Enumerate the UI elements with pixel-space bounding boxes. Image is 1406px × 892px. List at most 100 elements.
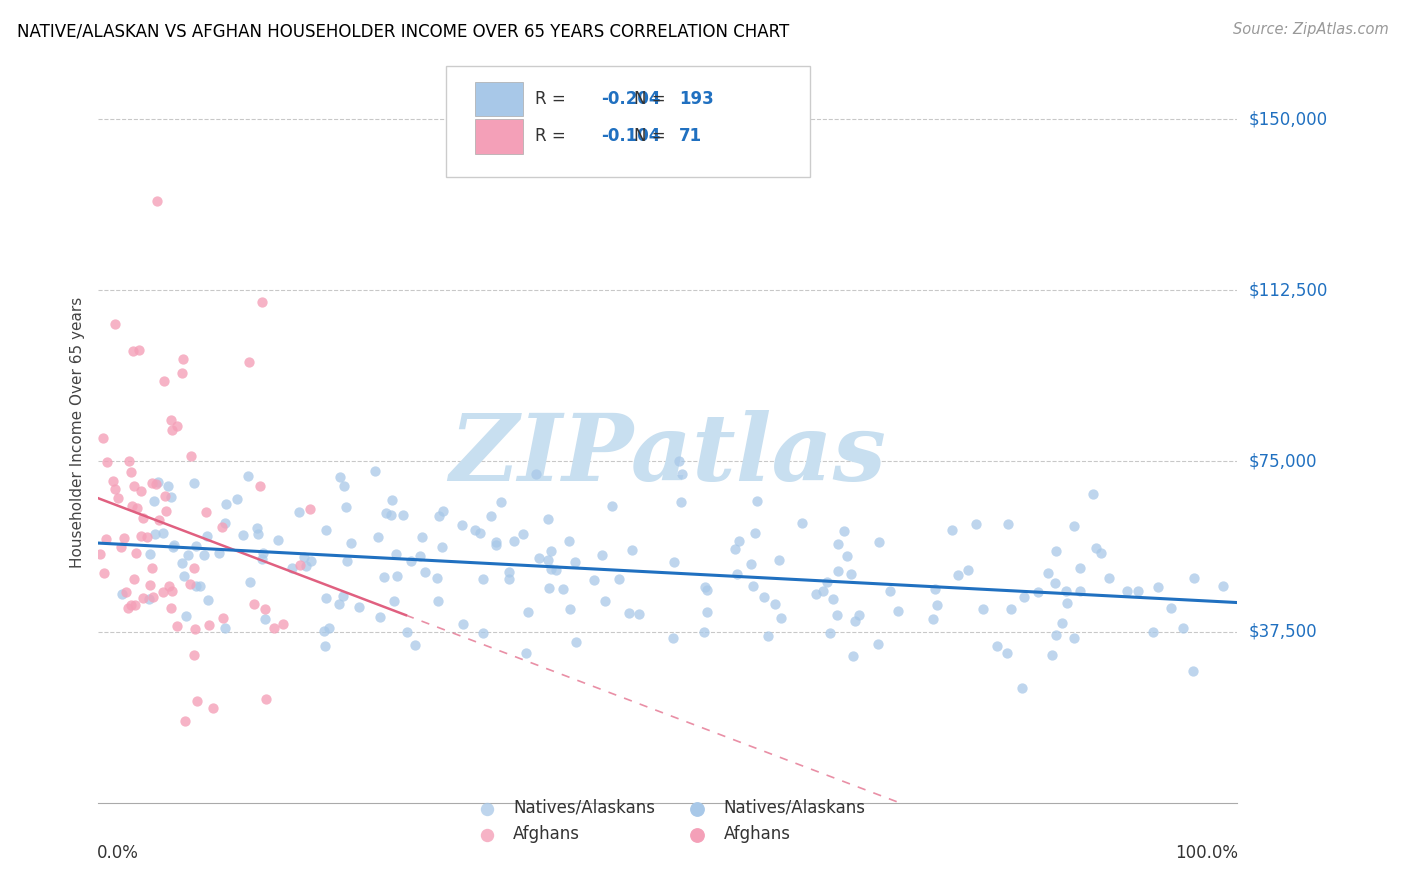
Natives/Alaskans: [1063, 631, 1085, 645]
Natives/Alaskans: [1014, 590, 1036, 604]
Afghans: [249, 479, 271, 493]
Afghans: [170, 366, 193, 380]
Natives/Alaskans: [498, 573, 520, 587]
Natives/Alaskans: [693, 625, 716, 640]
Natives/Alaskans: [627, 607, 650, 621]
Natives/Alaskans: [1069, 561, 1091, 575]
Natives/Alaskans: [295, 559, 318, 574]
Natives/Alaskans: [537, 512, 560, 526]
Natives/Alaskans: [537, 552, 560, 566]
Natives/Alaskans: [591, 548, 613, 562]
Natives/Alaskans: [827, 564, 849, 578]
Afghans: [129, 483, 152, 498]
Afghans: [122, 479, 145, 493]
Natives/Alaskans: [662, 555, 685, 569]
Natives/Alaskans: [1069, 584, 1091, 599]
Afghans: [183, 648, 205, 662]
Natives/Alaskans: [725, 566, 748, 581]
Natives/Alaskans: [318, 621, 340, 635]
Afghans: [121, 499, 143, 513]
Natives/Alaskans: [517, 606, 540, 620]
Natives/Alaskans: [1000, 602, 1022, 616]
Afghans: [184, 622, 207, 636]
Natives/Alaskans: [411, 530, 433, 544]
Natives/Alaskans: [332, 479, 354, 493]
Natives/Alaskans: [174, 609, 197, 624]
Afghans: [91, 431, 114, 445]
Natives/Alaskans: [380, 508, 402, 523]
FancyBboxPatch shape: [446, 66, 810, 178]
Afghans: [298, 502, 321, 516]
Natives/Alaskans: [138, 592, 160, 607]
Natives/Alaskans: [138, 547, 160, 561]
Natives/Alaskans: [215, 497, 238, 511]
Natives/Alaskans: [770, 611, 793, 625]
Afghans: [179, 576, 201, 591]
Natives/Alaskans: [922, 612, 945, 626]
Natives/Alaskans: [214, 516, 236, 530]
Natives/Alaskans: [565, 635, 588, 649]
Natives/Alaskans: [745, 494, 768, 508]
Natives/Alaskans: [1043, 575, 1066, 590]
Natives/Alaskans: [450, 517, 472, 532]
Afghans: [238, 355, 260, 369]
Natives/Alaskans: [818, 626, 841, 640]
Afghans: [160, 423, 183, 437]
Natives/Alaskans: [184, 540, 207, 554]
Natives/Alaskans: [669, 495, 692, 509]
Natives/Alaskans: [162, 540, 184, 554]
Afghans: [104, 317, 127, 331]
Natives/Alaskans: [1171, 621, 1194, 635]
Natives/Alaskans: [811, 584, 834, 599]
Natives/Alaskans: [607, 572, 630, 586]
Natives/Alaskans: [1147, 580, 1170, 594]
Natives/Alaskans: [232, 528, 254, 542]
Natives/Alaskans: [1097, 571, 1119, 585]
Natives/Alaskans: [841, 567, 863, 582]
Text: N =: N =: [634, 90, 671, 109]
Natives/Alaskans: [404, 638, 426, 652]
Natives/Alaskans: [583, 573, 606, 587]
Afghans: [253, 601, 276, 615]
Natives/Alaskans: [558, 601, 581, 615]
Afghans: [139, 577, 162, 591]
Natives/Alaskans: [1045, 544, 1067, 558]
Text: NATIVE/ALASKAN VS AFGHAN HOUSEHOLDER INCOME OVER 65 YEARS CORRELATION CHART: NATIVE/ALASKAN VS AFGHAN HOUSEHOLDER INC…: [17, 22, 789, 40]
Afghans: [211, 520, 233, 534]
Afghans: [157, 579, 180, 593]
Natives/Alaskans: [364, 464, 387, 478]
Text: 100.0%: 100.0%: [1175, 844, 1239, 862]
Natives/Alaskans: [806, 587, 828, 601]
Natives/Alaskans: [792, 516, 814, 531]
Natives/Alaskans: [110, 587, 132, 601]
Afghans: [129, 528, 152, 542]
Afghans: [250, 294, 273, 309]
Natives/Alaskans: [1182, 571, 1205, 585]
Natives/Alaskans: [143, 527, 166, 541]
Natives/Alaskans: [512, 526, 534, 541]
Y-axis label: Householder Income Over 65 years: Householder Income Over 65 years: [70, 297, 86, 568]
Natives/Alaskans: [724, 541, 747, 556]
Natives/Alaskans: [744, 525, 766, 540]
Natives/Alaskans: [752, 590, 775, 604]
Natives/Alaskans: [382, 594, 405, 608]
Afghans: [127, 500, 149, 515]
Afghans: [132, 591, 155, 605]
Natives/Alaskans: [835, 549, 858, 563]
Natives/Alaskans: [430, 540, 453, 554]
Afghans: [172, 351, 194, 366]
Natives/Alaskans: [593, 593, 616, 607]
Natives/Alaskans: [188, 578, 211, 592]
Natives/Alaskans: [451, 616, 474, 631]
Afghans: [122, 343, 145, 358]
Natives/Alaskans: [558, 534, 581, 549]
Natives/Alaskans: [503, 534, 526, 549]
Natives/Alaskans: [540, 561, 562, 575]
Natives/Alaskans: [671, 467, 693, 481]
Afghans: [107, 491, 129, 506]
Natives/Alaskans: [328, 597, 350, 611]
Text: $75,000: $75,000: [1249, 452, 1317, 470]
Natives/Alaskans: [995, 646, 1018, 660]
Natives/Alaskans: [515, 646, 537, 660]
Natives/Alaskans: [183, 475, 205, 490]
